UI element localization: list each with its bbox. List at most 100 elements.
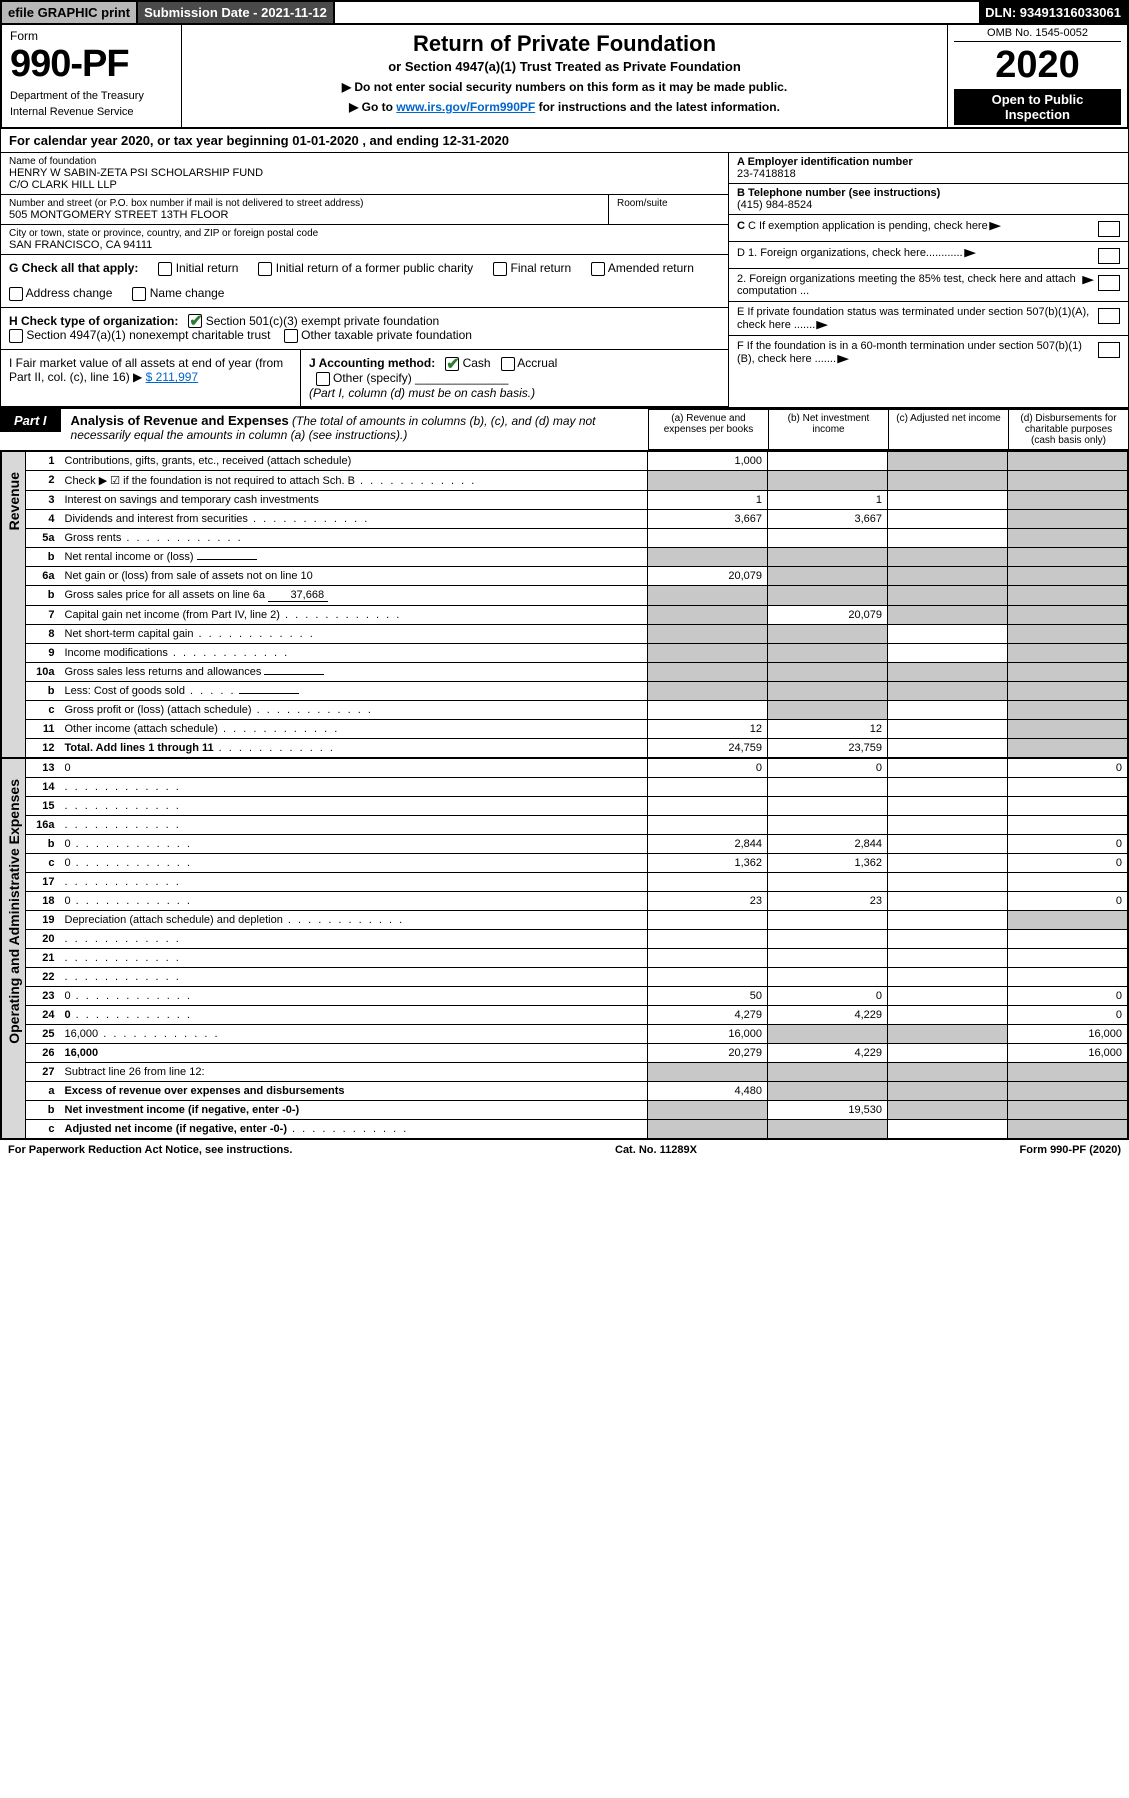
col-a-hdr: (a) Revenue and expenses per books [649, 409, 769, 449]
section-ij: I Fair market value of all assets at end… [1, 350, 728, 407]
chk-e[interactable] [1098, 308, 1120, 324]
col-c-hdr: (c) Adjusted net income [889, 409, 1009, 449]
block-c: C C If exemption application is pending,… [729, 215, 1128, 242]
chk-501c3[interactable] [188, 314, 202, 328]
chk-address-change[interactable] [9, 287, 23, 301]
chk-f[interactable] [1098, 342, 1120, 358]
calendar-year-row: For calendar year 2020, or tax year begi… [0, 129, 1129, 153]
table-row: 22 [26, 967, 1128, 986]
instruction-ssn: ▶ Do not enter social security numbers o… [192, 80, 937, 94]
table-row: cAdjusted net income (if negative, enter… [26, 1119, 1128, 1138]
table-row: cGross profit or (loss) (attach schedule… [26, 700, 1128, 719]
table-row: 2616,00020,2794,22916,000 [26, 1043, 1128, 1062]
table-row: 3Interest on savings and temporary cash … [26, 490, 1128, 509]
instruction-link: ▶ Go to www.irs.gov/Form990PF for instru… [192, 100, 937, 114]
table-row: 5aGross rents [26, 528, 1128, 547]
submission-date: Submission Date - 2021-11-12 [138, 2, 335, 23]
header-mid: Return of Private Foundation or Section … [182, 25, 947, 127]
table-row: 19Depreciation (attach schedule) and dep… [26, 910, 1128, 929]
chk-4947a1[interactable] [9, 329, 23, 343]
chk-other-method[interactable] [316, 372, 330, 386]
table-row: 4Dividends and interest from securities3… [26, 509, 1128, 528]
open-public-badge: Open to Public Inspection [954, 89, 1121, 125]
footer-left: For Paperwork Reduction Act Notice, see … [8, 1144, 292, 1156]
section-j: J Accounting method: Cash Accrual Other … [301, 350, 728, 406]
section-g: G Check all that apply: Initial return I… [1, 255, 728, 308]
table-row: bGross sales price for all assets on lin… [26, 585, 1128, 605]
room-cell: Room/suite [608, 195, 728, 225]
part1-title: Analysis of Revenue and Expenses (The to… [61, 409, 648, 446]
table-row: 14 [26, 777, 1128, 796]
part1-header: Part I Analysis of Revenue and Expenses … [0, 407, 1129, 451]
table-row: 2Check ▶ ☑ if the foundation is not requ… [26, 470, 1128, 490]
header-left: Form 990-PF Department of the Treasury I… [2, 25, 182, 127]
efile-badge: efile GRAPHIC print [2, 2, 138, 23]
table-row: 9Income modifications [26, 643, 1128, 662]
chk-d2[interactable] [1098, 275, 1120, 291]
revenue-side-label: Revenue [1, 451, 25, 758]
city-cell: City or town, state or province, country… [1, 225, 728, 255]
revenue-table: 1Contributions, gifts, grants, etc., rec… [25, 451, 1128, 758]
table-row: aExcess of revenue over expenses and dis… [26, 1081, 1128, 1100]
header-right: OMB No. 1545-0052 2020 Open to Public In… [947, 25, 1127, 127]
expenses-side-label: Operating and Administrative Expenses [1, 758, 25, 1139]
table-row: 15 [26, 796, 1128, 815]
omb-number: OMB No. 1545-0052 [954, 27, 1121, 42]
table-row: 2404,2794,2290 [26, 1005, 1128, 1024]
part1-tab: Part I [0, 409, 61, 432]
form-title: Return of Private Foundation [192, 31, 937, 57]
chk-d1[interactable] [1098, 248, 1120, 264]
ein-cell: A Employer identification number 23-7418… [729, 153, 1128, 184]
table-row: c01,3621,3620 [26, 853, 1128, 872]
revenue-section: Revenue 1Contributions, gifts, grants, e… [0, 451, 1129, 758]
expenses-table: 130000141516ab02,8442,8440c01,3621,36201… [25, 758, 1128, 1139]
table-row: 1Contributions, gifts, grants, etc., rec… [26, 451, 1128, 470]
chk-cash[interactable] [445, 357, 459, 371]
irs-link[interactable]: www.irs.gov/Form990PF [396, 100, 535, 114]
footer-mid: Cat. No. 11289X [615, 1144, 697, 1156]
chk-accrual[interactable] [501, 357, 515, 371]
table-row: bNet investment income (if negative, ent… [26, 1100, 1128, 1119]
table-row: 17 [26, 872, 1128, 891]
chk-initial-former[interactable] [258, 262, 272, 276]
table-row: 6aNet gain or (loss) from sale of assets… [26, 566, 1128, 585]
foundation-name-cell: Name of foundation HENRY W SABIN-ZETA PS… [1, 153, 728, 195]
table-row: 2305000 [26, 986, 1128, 1005]
page-footer: For Paperwork Reduction Act Notice, see … [0, 1139, 1129, 1160]
chk-initial-return[interactable] [158, 262, 172, 276]
tax-year: 2020 [954, 44, 1121, 87]
chk-final-return[interactable] [493, 262, 507, 276]
form-number: 990-PF [10, 43, 173, 86]
col-b-hdr: (b) Net investment income [769, 409, 889, 449]
form-subtitle: or Section 4947(a)(1) Trust Treated as P… [192, 59, 937, 74]
chk-c[interactable] [1098, 221, 1120, 237]
block-d1: D 1. Foreign organizations, check here..… [729, 242, 1128, 269]
section-h: H Check type of organization: Section 50… [1, 308, 728, 351]
col-d-hdr: (d) Disbursements for charitable purpose… [1009, 409, 1129, 449]
expenses-section: Operating and Administrative Expenses 13… [0, 758, 1129, 1139]
table-row: 18023230 [26, 891, 1128, 910]
irs-label: Internal Revenue Service [10, 106, 173, 118]
table-row: 7Capital gain net income (from Part IV, … [26, 605, 1128, 624]
top-bar: efile GRAPHIC print Submission Date - 20… [0, 0, 1129, 25]
table-row: 10aGross sales less returns and allowanc… [26, 662, 1128, 681]
form-word: Form [10, 29, 173, 43]
footer-right: Form 990-PF (2020) [1020, 1144, 1122, 1156]
chk-name-change[interactable] [132, 287, 146, 301]
dln-badge: DLN: 93491316033061 [979, 2, 1127, 23]
table-row: 8Net short-term capital gain [26, 624, 1128, 643]
section-i: I Fair market value of all assets at end… [1, 350, 301, 406]
table-row: 21 [26, 948, 1128, 967]
block-e: E If private foundation status was termi… [729, 302, 1128, 336]
chk-amended-return[interactable] [591, 262, 605, 276]
telephone-cell: B Telephone number (see instructions) (4… [729, 184, 1128, 215]
table-row: 16a [26, 815, 1128, 834]
table-row: 11Other income (attach schedule)1212 [26, 719, 1128, 738]
block-f: F If the foundation is in a 60-month ter… [729, 336, 1128, 369]
table-row: bLess: Cost of goods sold [26, 681, 1128, 700]
table-row: 12Total. Add lines 1 through 1124,75923,… [26, 738, 1128, 757]
table-row: b02,8442,8440 [26, 834, 1128, 853]
chk-other-taxable[interactable] [284, 329, 298, 343]
fmv-value[interactable]: $ 211,997 [146, 370, 199, 384]
form-header: Form 990-PF Department of the Treasury I… [0, 25, 1129, 129]
